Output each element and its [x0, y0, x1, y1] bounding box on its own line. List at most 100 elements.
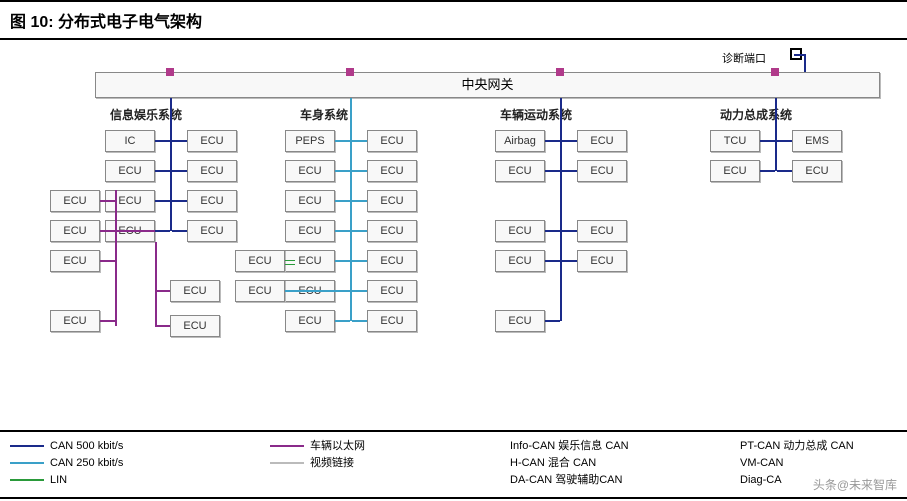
- lin-link: [285, 264, 295, 265]
- legend: CAN 500 kbit/sCAN 250 kbit/sLIN 车辆以太网视频链…: [0, 430, 907, 497]
- legend-item: H-CAN 混合 CAN: [510, 455, 740, 472]
- ecu-connector: [562, 230, 577, 232]
- ecu-box: ECU: [235, 250, 285, 272]
- bus-tap: [556, 68, 564, 76]
- domain-bus: [170, 98, 172, 231]
- ecu-box: ECU: [285, 220, 335, 242]
- ecu-box: TCU: [710, 130, 760, 152]
- ecu-connector: [172, 140, 187, 142]
- ecu-box: ECU: [187, 190, 237, 212]
- ecu-box: ECU: [187, 130, 237, 152]
- ecu-box: ECU: [367, 220, 417, 242]
- ecu-box: ECU: [577, 220, 627, 242]
- caption-text: 分布式电子电气架构: [58, 14, 202, 31]
- ecu-connector: [562, 260, 577, 262]
- ecu-box: ECU: [285, 250, 335, 272]
- domain-bus: [350, 98, 352, 321]
- ecu-box: ECU: [710, 160, 760, 182]
- ecu-box: ECU: [495, 160, 545, 182]
- ecu-box: ECU: [170, 315, 220, 337]
- ecu-connector: [545, 170, 560, 172]
- central-gateway: 中央网关: [95, 72, 880, 98]
- ecu-box: IC: [105, 130, 155, 152]
- legend-item: LIN: [10, 472, 270, 489]
- ecu-box: ECU: [50, 250, 100, 272]
- ecu-connector: [352, 260, 367, 262]
- ecu-connector: [545, 320, 560, 322]
- domain-bus: [775, 98, 777, 171]
- ecu-box: ECU: [577, 250, 627, 272]
- ecu-connector: [777, 140, 792, 142]
- legend-item: Info-CAN 娱乐信息 CAN: [510, 438, 740, 455]
- domain-label: 动力总成系统: [720, 106, 792, 123]
- ecu-box: ECU: [367, 280, 417, 302]
- ecu-connector: [172, 200, 187, 202]
- ecu-box: ECU: [285, 160, 335, 182]
- ecu-connector: [352, 290, 367, 292]
- domain-label: 车身系统: [300, 106, 348, 123]
- ecu-box: ECU: [187, 220, 237, 242]
- ecu-connector: [335, 230, 350, 232]
- legend-col-can1: Info-CAN 娱乐信息 CANH-CAN 混合 CANDA-CAN 驾驶辅助…: [510, 438, 740, 489]
- ecu-box: ECU: [170, 280, 220, 302]
- ecu-connector: [100, 230, 115, 232]
- diag-port-hline: [794, 54, 806, 56]
- ecu-box: ECU: [105, 160, 155, 182]
- ecu-box: ECU: [285, 310, 335, 332]
- ecu-connector: [335, 140, 350, 142]
- ecu-connector: [100, 200, 115, 202]
- ecu-box: ECU: [792, 160, 842, 182]
- ecu-connector: [100, 320, 115, 322]
- legend-item: CAN 250 kbit/s: [10, 455, 270, 472]
- ecu-box: ECU: [235, 280, 285, 302]
- legend-item: 车辆以太网: [270, 438, 510, 455]
- ecu-connector: [285, 290, 335, 292]
- bus-tap: [166, 68, 174, 76]
- ecu-box: ECU: [577, 160, 627, 182]
- ecu-box: ECU: [50, 220, 100, 242]
- caption-prefix: 图 10:: [10, 14, 54, 31]
- diagram-canvas: 诊断端口中央网关信息娱乐系统ICECUECUECUECUECUECUECU车身系…: [0, 40, 903, 430]
- ecu-connector: [545, 260, 560, 262]
- ecu-connector: [335, 260, 350, 262]
- ecu-connector: [777, 170, 792, 172]
- ecu-box: Airbag: [495, 130, 545, 152]
- bus-tap: [771, 68, 779, 76]
- ecu-connector: [335, 200, 350, 202]
- ecu-connector: [335, 320, 350, 322]
- bus-tap: [346, 68, 354, 76]
- ecu-connector: [352, 140, 367, 142]
- ecu-connector: [155, 230, 170, 232]
- ecu-box: PEPS: [285, 130, 335, 152]
- ecu-connector: [352, 170, 367, 172]
- ecu-connector: [335, 290, 350, 292]
- ecu-connector: [155, 325, 170, 327]
- figure-title: 图 10: 分布式电子电气架构: [0, 2, 907, 40]
- figure-frame: 图 10: 分布式电子电气架构 诊断端口中央网关信息娱乐系统ICECUECUEC…: [0, 0, 907, 499]
- ecu-box: EMS: [792, 130, 842, 152]
- ecu-connector: [155, 170, 170, 172]
- ecu-box: ECU: [495, 310, 545, 332]
- ecu-connector: [352, 320, 367, 322]
- ecu-box: ECU: [285, 190, 335, 212]
- legend-col-net1: CAN 500 kbit/sCAN 250 kbit/sLIN: [10, 438, 270, 489]
- ecu-connector: [172, 170, 187, 172]
- legend-col-net2: 车辆以太网视频链接: [270, 438, 510, 489]
- ecu-box: ECU: [367, 250, 417, 272]
- hang-bus: [155, 242, 157, 326]
- legend-item: DA-CAN 驾驶辅助CAN: [510, 472, 740, 489]
- ecu-box: ECU: [495, 220, 545, 242]
- watermark: 头条@未来智库: [813, 476, 897, 493]
- legend-item: PT-CAN 动力总成 CAN: [740, 438, 907, 455]
- subbranch-bus: [115, 190, 117, 326]
- ecu-connector: [760, 170, 775, 172]
- ecu-connector: [352, 200, 367, 202]
- legend-item: VM-CAN: [740, 455, 907, 472]
- ecu-box: ECU: [50, 310, 100, 332]
- ecu-box: ECU: [367, 160, 417, 182]
- domain-bus: [560, 98, 562, 321]
- ecu-box: ECU: [367, 190, 417, 212]
- ecu-connector: [562, 170, 577, 172]
- ecu-connector: [545, 230, 560, 232]
- ecu-box: ECU: [367, 310, 417, 332]
